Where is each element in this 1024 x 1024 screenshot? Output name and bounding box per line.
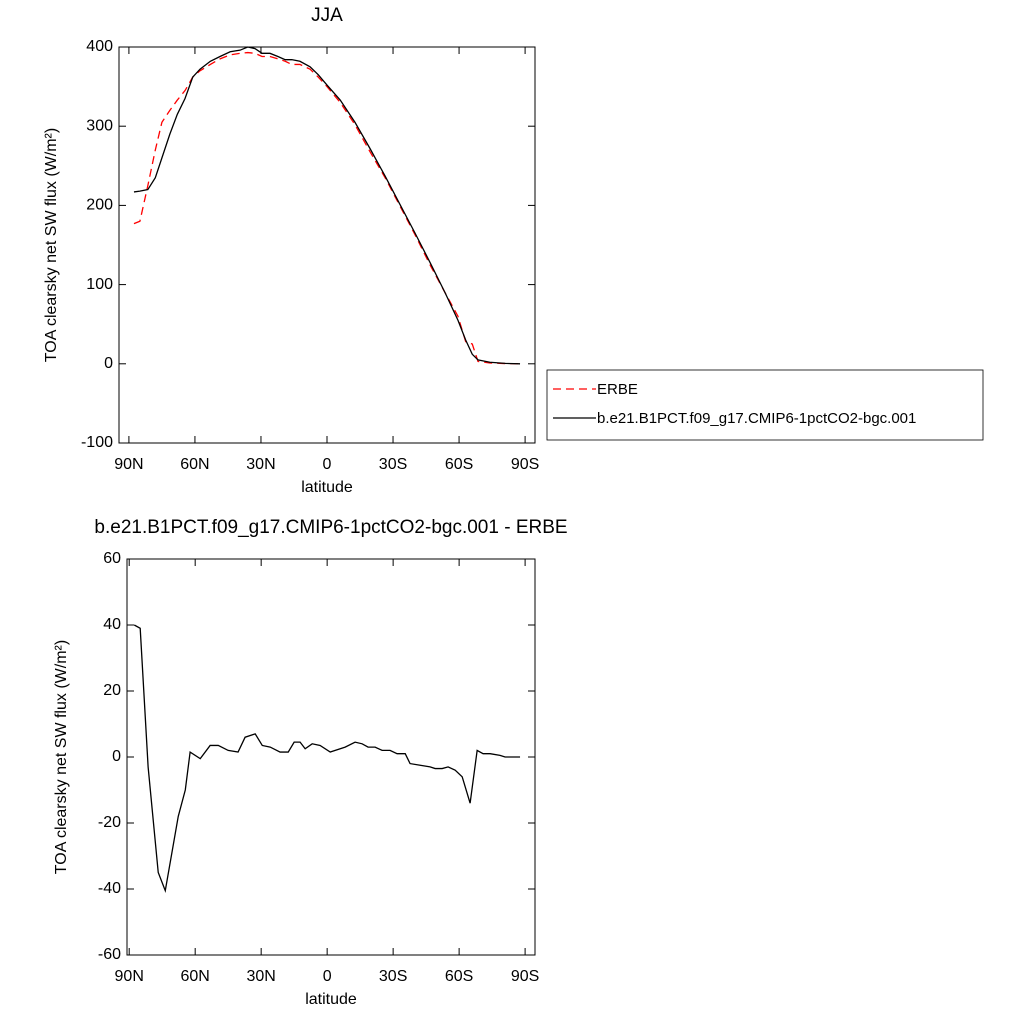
legend-box (546, 369, 984, 441)
x-tick-label: 60S (445, 456, 473, 473)
legend-label: b.e21.B1PCT.f09_g17.CMIP6-1pctCO2-bgc.00… (597, 410, 916, 427)
x-tick-label: 90N (114, 456, 143, 473)
y-tick-label: -20 (98, 814, 121, 831)
x-tick-label: 90S (511, 456, 539, 473)
y-tick-label: 60 (103, 550, 121, 567)
y-tick-label: 300 (86, 117, 113, 134)
x-tick-label: 60N (181, 968, 210, 985)
y-tick-label: -40 (98, 880, 121, 897)
y-tick-label: 40 (103, 616, 121, 633)
y-axis-label: TOA clearsky net SW flux (W/m²) (43, 128, 60, 362)
data-line (133, 624, 521, 894)
x-tick-label: 90S (511, 968, 539, 985)
x-tick-label: 90N (115, 968, 144, 985)
chart-title: b.e21.B1PCT.f09_g17.CMIP6-1pctCO2-bgc.00… (94, 517, 567, 538)
y-tick-label: -100 (81, 434, 113, 451)
y-tick-label: 0 (112, 748, 121, 765)
y-tick-label: 100 (86, 276, 113, 293)
x-tick-label: 30S (379, 456, 407, 473)
y-tick-label: 0 (104, 355, 113, 372)
y-tick-label: 200 (86, 197, 113, 214)
y-tick-label: 400 (86, 38, 113, 55)
plot-frame (126, 558, 536, 956)
y-axis-label: TOA clearsky net SW flux (W/m²) (53, 640, 70, 874)
chart-title: JJA (311, 5, 343, 26)
x-tick-label: 0 (323, 968, 332, 985)
x-tick-label: 60S (445, 968, 473, 985)
x-tick-label: 30N (246, 456, 275, 473)
legend-label: ERBE (597, 381, 638, 398)
y-tick-label: -60 (98, 946, 121, 963)
x-axis-label: latitude (305, 991, 357, 1008)
x-tick-label: 30N (246, 968, 275, 985)
x-axis-label: latitude (301, 479, 353, 496)
y-tick-label: 20 (103, 682, 121, 699)
x-tick-label: 0 (323, 456, 332, 473)
x-tick-label: 60N (180, 456, 209, 473)
x-tick-label: 30S (379, 968, 407, 985)
data-line (133, 46, 521, 365)
data-line (133, 51, 521, 365)
